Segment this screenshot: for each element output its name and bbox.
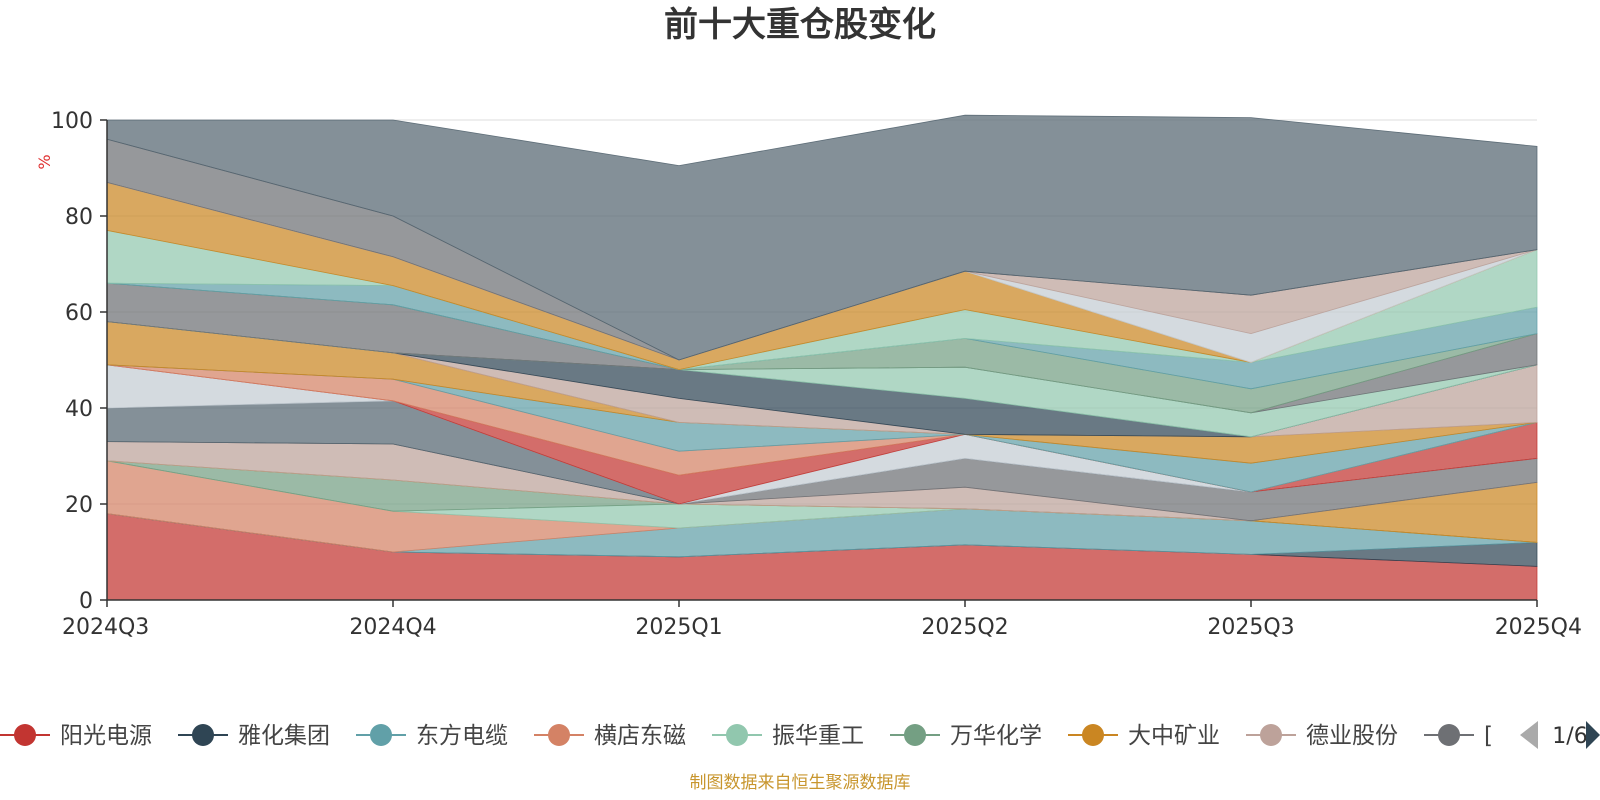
y-axis-label: % <box>35 154 54 169</box>
axes: 0 20 40 60 80 100 2024Q3 2024Q4 2025Q1 2025Q2 2025… <box>51 109 1582 640</box>
legend-label: 横店东磁 <box>594 723 686 749</box>
legend-marker-icon <box>192 724 214 746</box>
legend-item[interactable]: 振华重工 <box>712 723 864 749</box>
y-tick-label: 40 <box>65 397 93 422</box>
legend-label: 万华化学 <box>950 723 1042 749</box>
x-tick-label: 2025Q4 <box>1495 615 1582 640</box>
area-series <box>106 114 1538 601</box>
legend-item[interactable]: 万华化学 <box>890 723 1042 749</box>
legend-marker-icon <box>548 724 570 746</box>
legend-marker-icon <box>14 724 36 746</box>
legend-marker-icon <box>904 724 926 746</box>
legend-marker-icon <box>1438 724 1460 746</box>
x-tick-label: 2024Q3 <box>62 615 149 640</box>
y-tick-label: 0 <box>79 589 93 614</box>
legend-item[interactable]: 横店东磁 <box>534 723 686 749</box>
legend-label: 大中矿业 <box>1128 723 1220 749</box>
legend-item[interactable]: 阳光电源 <box>0 723 152 749</box>
y-tick-label: 60 <box>65 301 93 326</box>
legend-label: 东方电缆 <box>416 723 508 749</box>
legend-item[interactable]: 大中矿业 <box>1068 723 1220 749</box>
x-tick-label: 2025Q3 <box>1207 615 1294 640</box>
chart-title: 前十大重仓股变化 <box>664 5 936 45</box>
legend-marker-icon <box>726 724 748 746</box>
x-tick-label: 2024Q4 <box>349 615 436 640</box>
legend-label: 阳光电源 <box>60 723 152 749</box>
legend-label: [ <box>1484 723 1493 749</box>
x-tick-label: 2025Q1 <box>635 615 722 640</box>
legend: 阳光电源 雅化集团 东方电缆 横店东磁 振华重工 万华化学 大中矿业 德业股份 [1/6 <box>0 721 1600 749</box>
legend-marker-icon <box>1260 724 1282 746</box>
legend-marker-icon <box>370 724 392 746</box>
triangle-right-icon[interactable] <box>1586 721 1600 749</box>
triangle-left-icon[interactable] <box>1520 721 1538 749</box>
area-series-27 <box>106 114 1538 361</box>
y-tick-label: 100 <box>51 109 93 134</box>
x-tick-label: 2025Q2 <box>921 615 1008 640</box>
y-tick-label: 80 <box>65 205 93 230</box>
legend-item[interactable]: [ <box>1424 723 1493 749</box>
legend-marker-icon <box>1082 724 1104 746</box>
legend-item[interactable]: 雅化集团 <box>178 723 330 749</box>
legend-page-indicator: 1/6 <box>1552 724 1587 749</box>
legend-label: 德业股份 <box>1306 723 1398 749</box>
legend-label: 雅化集团 <box>238 723 330 749</box>
legend-item[interactable]: 德业股份 <box>1246 723 1398 749</box>
legend-item[interactable]: 东方电缆 <box>356 723 508 749</box>
legend-label: 振华重工 <box>772 723 864 749</box>
y-tick-label: 20 <box>65 493 93 518</box>
source-note: 制图数据来自恒生聚源数据库 <box>690 773 911 793</box>
